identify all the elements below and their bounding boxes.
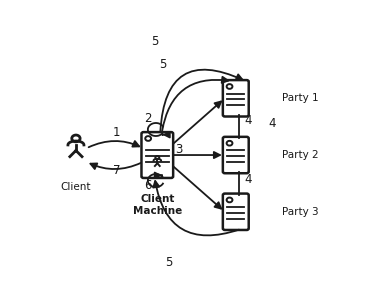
Text: 5: 5 <box>165 256 172 269</box>
FancyBboxPatch shape <box>223 80 249 116</box>
Text: 4: 4 <box>244 173 252 186</box>
FancyBboxPatch shape <box>223 194 249 230</box>
Text: 1: 1 <box>113 126 120 139</box>
Text: 4: 4 <box>268 117 276 130</box>
FancyBboxPatch shape <box>223 137 249 173</box>
Text: Client: Client <box>61 182 91 192</box>
Text: Party 2: Party 2 <box>282 150 319 160</box>
FancyBboxPatch shape <box>141 132 173 178</box>
Text: 7: 7 <box>113 165 120 177</box>
Text: 5: 5 <box>151 35 158 48</box>
Text: Client
Machine: Client Machine <box>133 194 182 216</box>
Text: 6: 6 <box>144 179 152 192</box>
Text: 5: 5 <box>159 58 167 71</box>
Text: Party 1: Party 1 <box>282 93 319 103</box>
Text: 3: 3 <box>176 143 183 156</box>
Text: 2: 2 <box>144 112 152 126</box>
Text: 4: 4 <box>244 114 252 127</box>
Text: Party 3: Party 3 <box>282 207 319 217</box>
